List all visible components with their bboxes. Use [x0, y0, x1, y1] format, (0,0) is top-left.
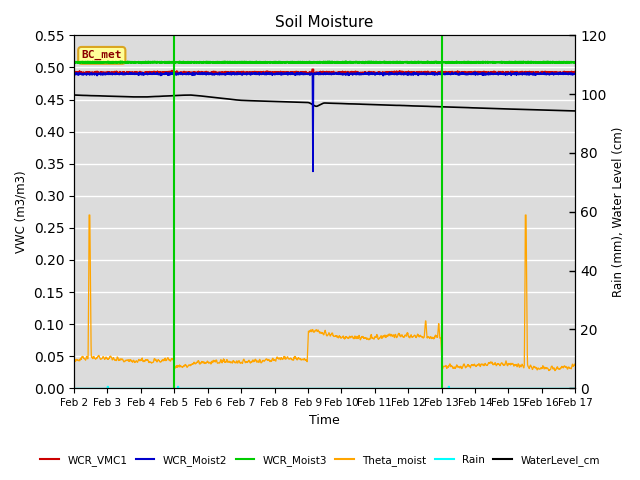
X-axis label: Time: Time	[309, 414, 340, 427]
Text: BC_met: BC_met	[81, 50, 122, 60]
Title: Soil Moisture: Soil Moisture	[275, 15, 374, 30]
Y-axis label: VWC (m3/m3): VWC (m3/m3)	[15, 170, 28, 253]
Legend: WCR_VMC1, WCR_Moist2, WCR_Moist3, Theta_moist, Rain, WaterLevel_cm: WCR_VMC1, WCR_Moist2, WCR_Moist3, Theta_…	[36, 451, 604, 470]
Y-axis label: Rain (mm), Water Level (cm): Rain (mm), Water Level (cm)	[612, 127, 625, 297]
